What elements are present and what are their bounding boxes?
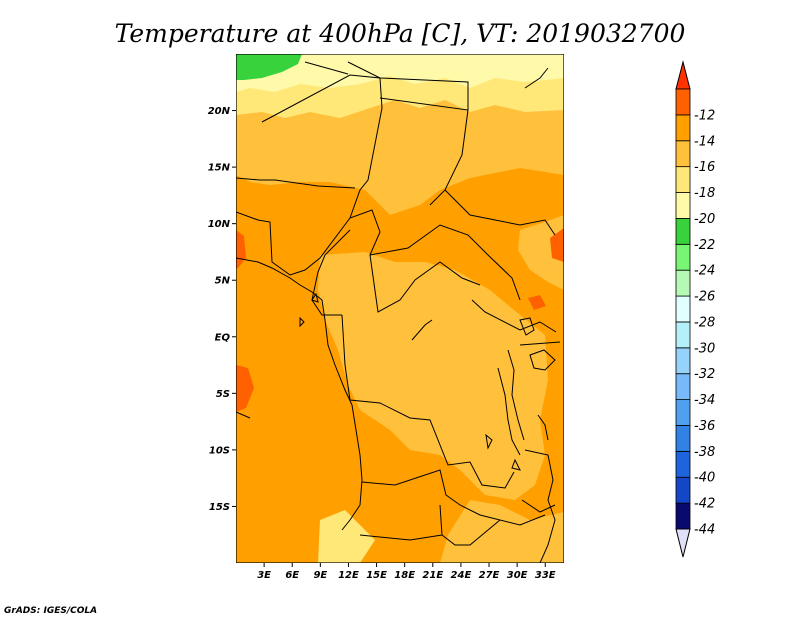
lat-tick-label: 5S — [216, 389, 230, 400]
colorbar-label: -24 — [694, 264, 715, 279]
colorbar-lower-arrow — [675, 528, 691, 558]
temp-region-southwest — [318, 510, 375, 563]
lat-tick-label: 15N — [208, 163, 231, 174]
colorbar-swatch — [675, 243, 691, 271]
colorbar-label: -38 — [694, 445, 715, 460]
colorbar-swatch — [675, 321, 691, 349]
map-title: Temperature at 400hPa [C], VT: 201903270… — [115, 19, 686, 48]
colorbar-swatch — [675, 399, 691, 426]
colorbar-swatch — [675, 373, 691, 400]
temp-region-east — [518, 215, 564, 290]
lon-tick-label: 15E — [366, 570, 387, 581]
lat-tick-label: EQ — [215, 332, 231, 343]
colorbar-label: -32 — [694, 367, 715, 382]
colorbar-swatch — [675, 192, 691, 219]
colorbar: -44 -42 -40 -38 -36 -34 -32 -30 -28 -26 -24 -22 -20 -… — [675, 60, 715, 558]
temp-region-southeast — [440, 500, 564, 563]
colorbar-swatch — [675, 502, 691, 530]
lon-tick-label: 3E — [257, 570, 271, 581]
colorbar-swatch — [675, 425, 691, 452]
lon-tick-label: 21E — [422, 570, 443, 581]
lon-tick-label: 33E — [535, 570, 556, 581]
colorbar-swatch — [675, 166, 691, 193]
lat-tick-label: 15S — [209, 502, 230, 513]
temp-spot-east — [550, 228, 564, 262]
colorbar-swatch — [675, 88, 691, 116]
map-area — [236, 54, 564, 563]
temp-region-central — [318, 252, 548, 500]
temp-region-green — [236, 54, 302, 80]
colorbar-label: -44 — [694, 523, 715, 538]
colorbar-label: -26 — [694, 290, 715, 305]
colorbar-upper-arrow — [675, 60, 691, 90]
grads-credit: GrADS: IGES/COLA — [4, 606, 97, 616]
colorbar-label: -42 — [694, 497, 715, 512]
colorbar-label: -16 — [694, 160, 715, 175]
lat-tick-label: 10N — [208, 219, 231, 230]
colorbar-swatch — [675, 450, 691, 478]
colorbar-label: -18 — [694, 186, 715, 201]
lon-tick-label: 18E — [394, 570, 415, 581]
lon-tick-label: 30E — [507, 570, 528, 581]
colorbar-label: -12 — [694, 108, 715, 123]
colorbar-swatch — [675, 347, 691, 375]
lon-tick-label: 27E — [479, 570, 500, 581]
lon-tick-label: 9E — [313, 570, 327, 581]
temp-region-northcore — [236, 54, 564, 92]
temp-spot-southwest — [236, 365, 254, 412]
lat-tick-label: 20N — [208, 106, 231, 117]
colorbar-swatch — [675, 218, 691, 245]
lon-tick-label: 6E — [285, 570, 299, 581]
colorbar-swatch — [675, 295, 691, 323]
colorbar-swatch — [675, 476, 691, 504]
longitude-axis: 3E 6E 9E 12E 15E 18E 21E 24E 27E 30E 33E — [257, 563, 556, 581]
coastlines — [236, 67, 556, 513]
colorbar-label: -36 — [694, 419, 715, 434]
lat-tick-label: 5N — [215, 276, 231, 287]
colorbar-label: -34 — [694, 393, 715, 408]
lat-tick-label: 10S — [209, 445, 230, 456]
colorbar-swatch — [675, 114, 691, 142]
colorbar-swatch — [675, 140, 691, 168]
colorbar-label: -20 — [694, 212, 715, 227]
colorbar-label: -22 — [694, 238, 715, 253]
lon-tick-label: 12E — [338, 570, 359, 581]
latitude-axis: 20N 15N 10N 5N EQ 5S 10S 15S — [208, 106, 236, 513]
temp-spot-lakes — [528, 295, 546, 310]
colorbar-label: -28 — [694, 315, 715, 330]
colorbar-swatch — [675, 269, 691, 297]
country-borders — [236, 61, 561, 563]
colorbar-label: -30 — [694, 341, 715, 356]
lon-tick-label: 24E — [451, 570, 472, 581]
colorbar-label: -40 — [694, 471, 715, 486]
colorbar-label: -14 — [694, 134, 715, 149]
